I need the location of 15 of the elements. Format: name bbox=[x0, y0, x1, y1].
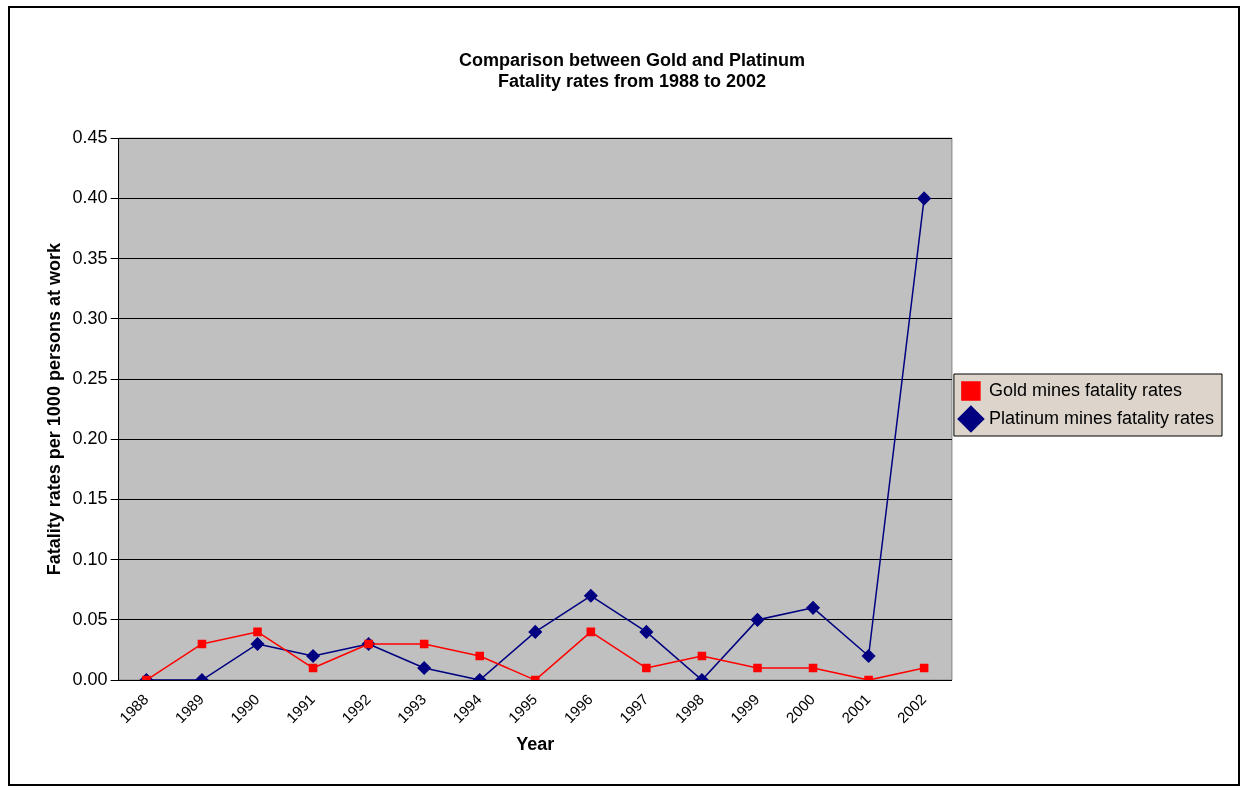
y-tick-label: 0.00 bbox=[72, 669, 108, 690]
y-tick-label: 0.15 bbox=[72, 488, 108, 509]
y-tick-label: 0.25 bbox=[72, 368, 108, 388]
y-tick-label: 0.30 bbox=[72, 307, 108, 328]
legend-label: Platinum mines fatality rates bbox=[988, 407, 1215, 428]
y-tick-label: 0.10 bbox=[72, 548, 108, 569]
y-tick-label: 0.35 bbox=[72, 247, 108, 268]
x-axis-title: Year bbox=[516, 734, 555, 755]
y-tick-label: 0.20 bbox=[72, 428, 108, 449]
chart-title: Comparison between Gold and Platinum Fatality rates from 1988 to 2002 bbox=[458, 49, 806, 92]
y-tick-label: 0.40 bbox=[72, 187, 108, 208]
y-tick-label: 0.45 bbox=[72, 127, 108, 148]
y-axis-title: Fatality rates per 1000 persons at work bbox=[43, 242, 64, 576]
legend-label: Gold mines fatality rates bbox=[988, 379, 1182, 400]
y-tick-label: 0.05 bbox=[72, 608, 108, 629]
